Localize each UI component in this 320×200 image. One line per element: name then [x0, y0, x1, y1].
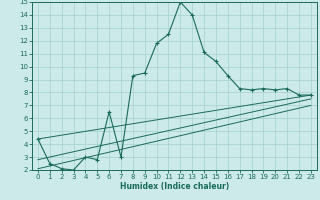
X-axis label: Humidex (Indice chaleur): Humidex (Indice chaleur)	[120, 182, 229, 191]
